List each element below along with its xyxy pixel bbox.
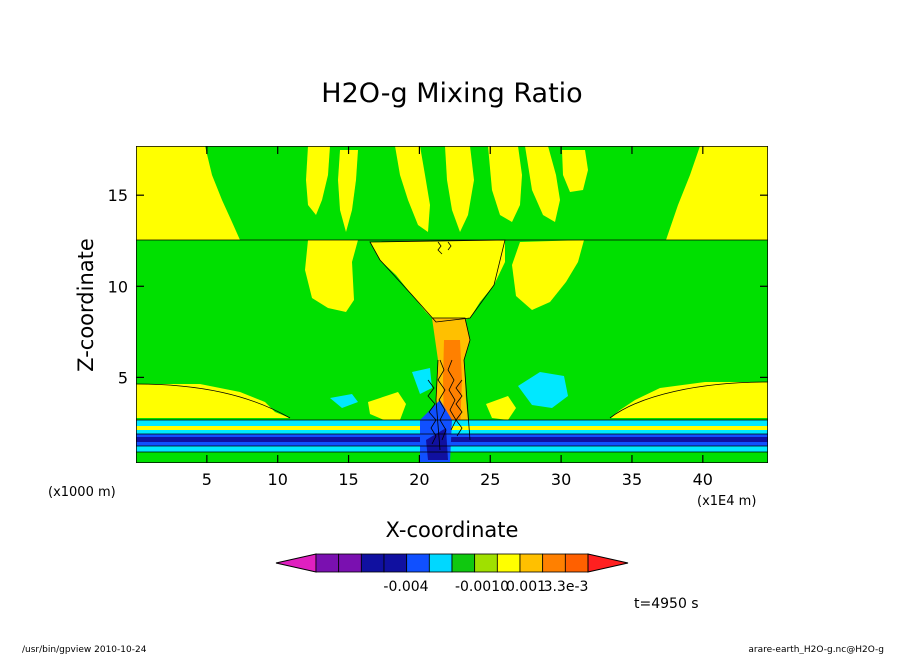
x-tick-label: 20 [409,470,429,489]
field-navy-surface-layer [136,437,768,442]
x-tick-label: 25 [480,470,500,489]
field-cyan-blob [330,394,358,408]
x-tick-label: 5 [202,470,212,489]
field-yellow-streak [562,150,588,192]
colorbar-swatch [383,553,408,573]
colorbar-arrow-right [587,553,629,573]
x-tick-label: 10 [268,470,288,489]
x-axis-label: X-coordinate [386,518,519,542]
field-yellow-upper-right [666,146,768,240]
colorbar-swatch [451,553,476,573]
field-yellow-lower-left [136,384,290,418]
colorbar-swatch [428,553,453,573]
field-yellow-lower-blob [368,392,406,420]
x-tick-label: 15 [338,470,358,489]
field-yellow-band-left [305,240,358,312]
colorbar-swatch [474,553,498,573]
field-yellow-streak [525,146,560,222]
contour-lines [136,239,768,453]
y-axis-label: Z-coordinate [74,238,98,372]
colorbar-swatch [360,553,385,573]
x-tick-label: 35 [622,470,642,489]
field-yellow-lower-right [610,382,768,418]
y-tick-label: 15 [108,186,128,205]
axes: 5 10 15 20 25 30 35 40 5 10 15 [108,146,768,489]
y-tick-label: 10 [108,277,128,296]
x-unit-right: (x1E4 m) [697,494,756,509]
colorbar-swatch [519,553,544,573]
field-cyan-surface [136,446,768,452]
field-yellow-streak [338,150,358,232]
x-unit-left: (x1000 m) [48,485,116,500]
colorbar-label: 0.001 [506,579,546,595]
colorbar-label: 3.3e-3 [544,579,589,595]
field-cyan-blob [518,372,568,408]
field-yellow-streak [306,146,330,215]
colorbar-swatch [542,553,566,573]
x-tick-label: 30 [551,470,571,489]
plot-area [136,146,768,463]
colorbar-swatch [315,553,340,573]
field-yellow-lower-blob [486,396,516,420]
colorbar-arrow-left [275,553,317,573]
colorbar-swatch [338,553,362,573]
footer-left: /usr/bin/gpview 2010-10-24 [22,645,147,654]
field-yellow-streak [395,146,430,232]
field-yellow-streak [488,146,522,222]
colorbar-swatch [496,553,521,573]
field-yellow-anvil [370,240,505,322]
y-tick-label: 5 [118,368,128,387]
colorbar-swatch [564,553,589,573]
time-label: t=4950 s [634,596,699,612]
field-yellow-streak [445,146,474,232]
field-cyan-blob [412,368,432,394]
x-tick-label: 40 [693,470,713,489]
field-yellow-upper-left [136,146,240,240]
colorbar-swatch [406,553,430,573]
field-yellow-band-right [512,240,584,310]
colorbar-label: -0.004 [383,579,428,595]
colorbar-label: -0.0010 [455,579,509,595]
chart-title: H2O-g Mixing Ratio [321,78,582,109]
footer-right: arare-earth_H2O-g.nc@H2O-g [748,645,884,654]
